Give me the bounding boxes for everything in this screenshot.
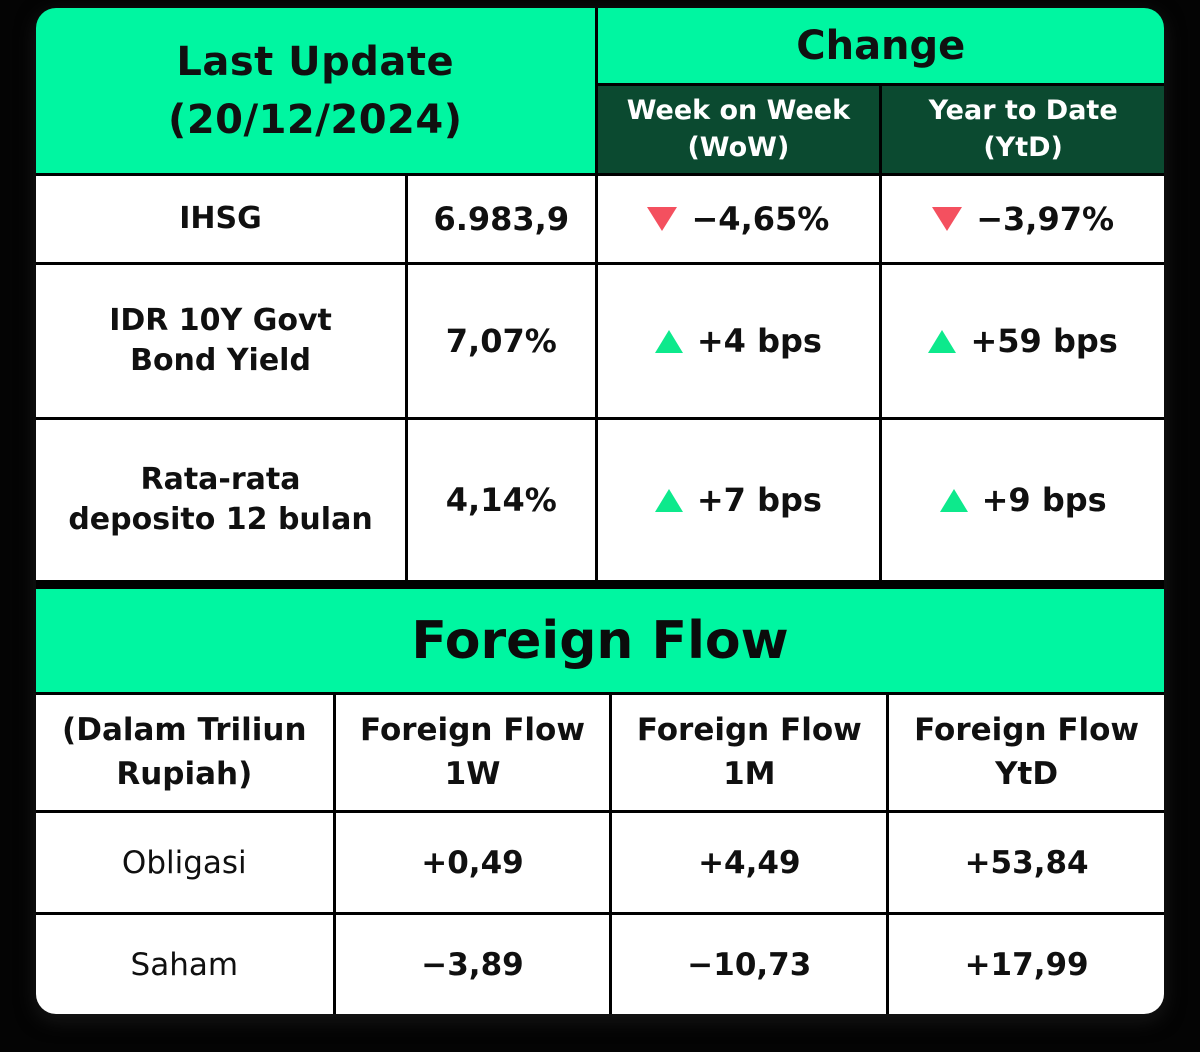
up-triangle-icon bbox=[654, 488, 683, 512]
ihsg-value: 6.983,9 bbox=[408, 176, 595, 262]
up-triangle-icon bbox=[654, 329, 683, 353]
obligasi-ytd-value: +53,84 bbox=[889, 813, 1164, 913]
deposito-wow-cell: +7 bps bbox=[597, 420, 880, 580]
deposito-value: 4,14% bbox=[408, 420, 595, 580]
bond-yield-value: 7,07% bbox=[408, 265, 595, 417]
row-label-obligasi: Obligasi bbox=[36, 813, 333, 913]
down-triangle-icon bbox=[932, 207, 963, 231]
bond-yield-ytd-value: +59 bps bbox=[970, 322, 1118, 360]
market-table: Last Update (20/12/2024) Change Week on … bbox=[36, 8, 1164, 586]
saham-1m-value: −10,73 bbox=[612, 915, 887, 1014]
row-label-saham: Saham bbox=[36, 915, 333, 1014]
up-triangle-icon bbox=[939, 488, 968, 512]
ihsg-wow-cell: −4,65% bbox=[597, 176, 880, 262]
deposito-ytd-cell: +9 bps bbox=[882, 420, 1164, 580]
bond-yield-ytd-cell: +59 bps bbox=[882, 265, 1164, 417]
obligasi-1m-value: +4,49 bbox=[612, 813, 887, 913]
market-summary-card: Last Update (20/12/2024) Change Week on … bbox=[36, 8, 1164, 1014]
ff-1w-header: Foreign Flow 1W bbox=[335, 695, 610, 811]
saham-ytd-value: +17,99 bbox=[889, 915, 1164, 1014]
ihsg-ytd-value: −3,97% bbox=[976, 200, 1115, 238]
down-triangle-icon bbox=[647, 207, 678, 231]
ihsg-ytd-cell: −3,97% bbox=[882, 176, 1164, 262]
foreign-flow-banner: Foreign Flow bbox=[36, 586, 1164, 695]
deposito-wow-value: +7 bps bbox=[696, 481, 822, 519]
bond-yield-wow-value: +4 bps bbox=[696, 322, 822, 360]
ff-1m-header: Foreign Flow 1M bbox=[612, 695, 887, 811]
row-label-ihsg: IHSG bbox=[36, 176, 406, 262]
ff-ytd-header: Foreign Flow YtD bbox=[889, 695, 1164, 811]
last-update-header: Last Update (20/12/2024) bbox=[36, 8, 595, 173]
ihsg-wow-value: −4,65% bbox=[691, 200, 830, 238]
up-triangle-icon bbox=[928, 329, 957, 353]
bond-yield-wow-cell: +4 bps bbox=[597, 265, 880, 417]
row-label-deposito: Rata-rata deposito 12 bulan bbox=[36, 420, 406, 580]
obligasi-1w-value: +0,49 bbox=[335, 813, 610, 913]
foreign-flow-table: (Dalam Triliun Rupiah) Foreign Flow 1W F… bbox=[36, 695, 1164, 1014]
change-header: Change bbox=[597, 8, 1164, 83]
deposito-ytd-value: +9 bps bbox=[981, 481, 1107, 519]
wow-column-header: Week on Week (WoW) bbox=[597, 86, 880, 173]
ytd-column-header: Year to Date (YtD) bbox=[882, 86, 1164, 173]
saham-1w-value: −3,89 bbox=[335, 915, 610, 1014]
row-label-bond-yield: IDR 10Y Govt Bond Yield bbox=[36, 265, 406, 417]
ff-unit-header: (Dalam Triliun Rupiah) bbox=[36, 695, 333, 811]
